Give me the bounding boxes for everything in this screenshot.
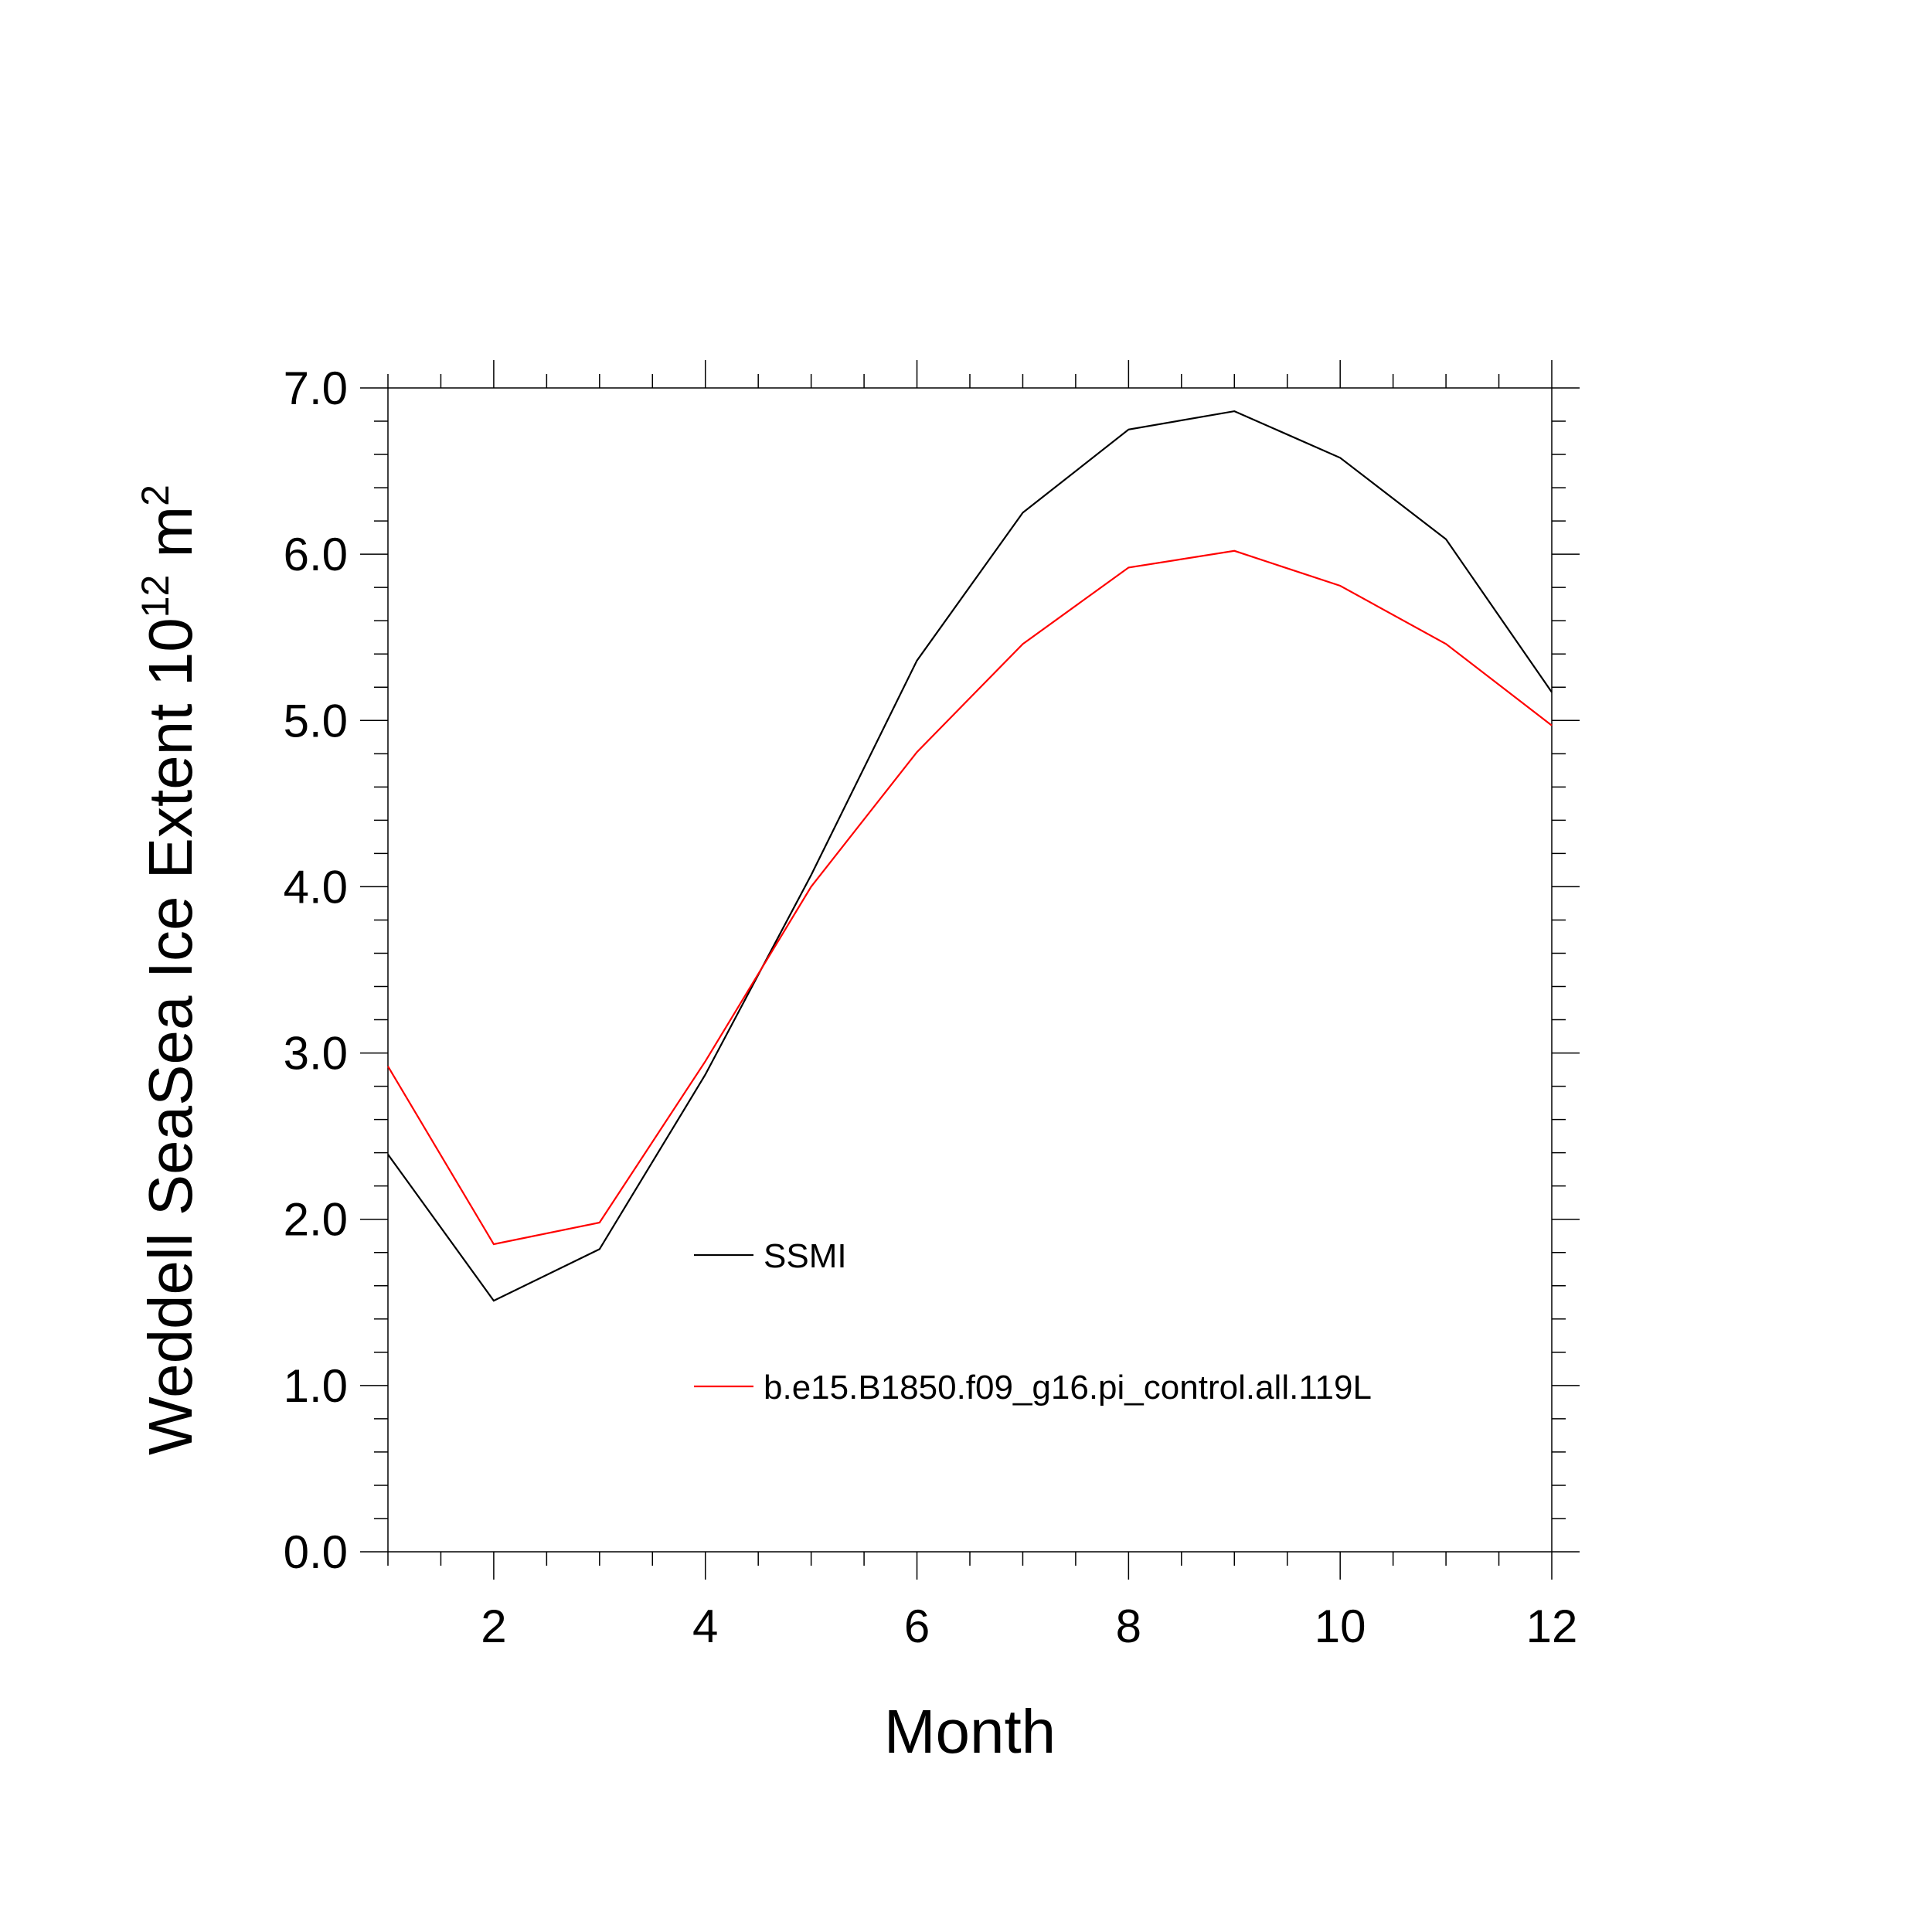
x-tick-label: 4 <box>692 1600 718 1652</box>
legend: SSMI b.e15.B1850.f09_g16.pi_control.all.1… <box>694 1237 1372 1406</box>
x-axis-title: Month <box>884 1697 1056 1766</box>
series-line-1 <box>387 410 1553 1302</box>
axis-ticks <box>360 360 1580 1580</box>
y-axis-title-exponent: 12 <box>134 575 177 618</box>
legend-label: b.e15.B1850.f09_g16.pi_control.all.119L <box>764 1369 1372 1406</box>
y-tick-label: 4.0 <box>284 861 348 913</box>
y-tick-label: 0.0 <box>284 1526 348 1578</box>
y-tick-label: 1.0 <box>284 1360 348 1412</box>
y-tick-label: 6.0 <box>284 529 348 580</box>
x-tick-label: 12 <box>1526 1600 1578 1652</box>
y-axis-title-main: Weddell SeaSea Ice Extent 10 <box>136 617 205 1455</box>
x-tick-label: 2 <box>481 1600 506 1652</box>
series-line-2 <box>387 549 1553 1246</box>
y-tick-label: 7.0 <box>284 362 348 414</box>
x-tick-label: 10 <box>1315 1600 1366 1652</box>
x-tick-label: 8 <box>1116 1600 1141 1652</box>
y-tick-label: 5.0 <box>284 695 348 747</box>
y-tick-label: 2.0 <box>284 1194 348 1246</box>
x-tick-label: 6 <box>904 1600 930 1652</box>
y-axis-title-unit: m <box>136 506 205 575</box>
series-layer <box>387 410 1553 1302</box>
y-axis-title: Weddell SeaSea Ice Extent 1012 m2 <box>134 485 205 1455</box>
legend-label: SSMI <box>764 1237 847 1275</box>
plot-frame <box>387 387 1553 1553</box>
y-tick-label: 3.0 <box>284 1028 348 1080</box>
tick-labels: 0.0 1.0 2.0 3.0 4.0 5.0 6.0 7.0 2 4 6 8 10 12 <box>284 362 1578 1652</box>
y-axis-title-unit-exponent: 2 <box>134 485 177 506</box>
